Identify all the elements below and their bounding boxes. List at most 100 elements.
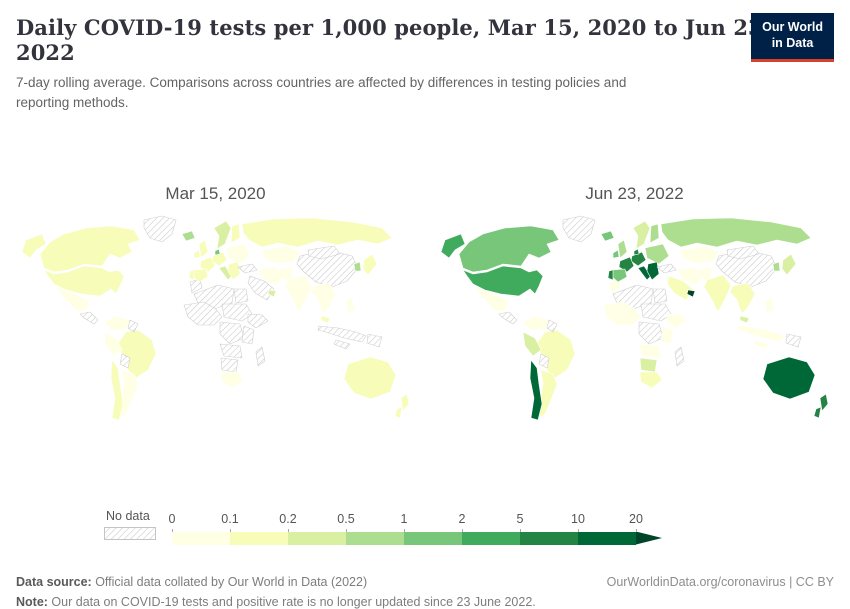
region-ethiopia-horn	[666, 313, 687, 328]
region-australia	[343, 356, 396, 399]
data-source-text: Official data collated by Our World in D…	[91, 574, 368, 589]
region-arabia	[247, 275, 274, 300]
region-china	[715, 249, 777, 287]
region-france	[199, 256, 215, 272]
map-date-label-left: Mar 15, 2020	[165, 183, 266, 203]
region-italy	[637, 265, 651, 280]
region-greenland	[562, 215, 595, 242]
owid-link[interactable]: OurWorldinData.org/coronavirus | CC BY	[606, 574, 834, 589]
legend-segment	[288, 531, 346, 545]
legend-tick	[462, 528, 463, 532]
region-namibia-botswana	[220, 357, 238, 372]
region-india	[703, 274, 731, 312]
map-canvas-right	[435, 212, 835, 447]
legend-tick	[578, 528, 579, 532]
map-legend: No data 0 0.1 0.2 0.5 1 2 5 10 20	[104, 509, 850, 545]
region-balkans-greece	[646, 261, 659, 280]
region-philippines	[345, 296, 355, 313]
region-mongolia	[726, 245, 759, 259]
legend-tick	[288, 528, 289, 532]
region-east-africa	[241, 325, 254, 344]
legend-tick-label: 2	[458, 511, 466, 526]
region-egypt	[233, 288, 248, 303]
region-malaysia	[739, 315, 749, 323]
legend-segment	[578, 531, 636, 545]
region-iberia	[610, 268, 627, 282]
region-mexico	[474, 285, 509, 312]
region-uae	[686, 289, 695, 297]
owid-logo: Our World in Data	[751, 13, 834, 62]
map-canvas-left	[16, 212, 416, 447]
region-egypt	[652, 288, 667, 303]
region-chad-sudan	[640, 303, 671, 321]
legend-tick-label: 20	[629, 511, 643, 526]
legend-tick	[172, 528, 173, 532]
region-papua	[366, 333, 382, 347]
region-new-zealand	[813, 393, 828, 418]
region-madagascar	[674, 346, 684, 366]
legend-bar	[172, 531, 662, 545]
region-central-america	[79, 311, 98, 324]
region-turkey	[656, 263, 676, 273]
region-alaska	[21, 233, 46, 258]
legend-segment	[462, 531, 520, 545]
region-drc	[219, 321, 244, 344]
region-iran	[257, 266, 284, 285]
region-argentina	[119, 369, 138, 418]
region-indonesia	[736, 325, 785, 349]
region-ethiopia-horn	[247, 313, 268, 328]
chart-subtitle: 7-day rolling average. Comparisons acros…	[16, 75, 627, 111]
region-colombia-venezuela	[522, 315, 549, 330]
data-source-label: Data source:	[16, 574, 92, 589]
region-australia	[762, 356, 815, 399]
region-angola-zambia	[219, 343, 242, 358]
region-west-africa	[602, 301, 641, 325]
region-japan	[362, 253, 377, 275]
region-korea	[353, 261, 361, 271]
legend-no-data-label: No data	[106, 508, 150, 523]
region-alaska	[440, 233, 465, 258]
region-portugal	[188, 269, 194, 280]
region-uae	[267, 289, 276, 297]
map-jun-23-2022: Jun 23, 2022	[425, 184, 844, 447]
region-new-zealand	[394, 393, 409, 418]
legend-segment	[172, 531, 230, 545]
region-japan	[781, 253, 796, 275]
data-source: Data source: Official data collated by O…	[16, 575, 367, 589]
region-canada	[39, 225, 140, 272]
region-usa	[462, 265, 543, 296]
region-colombia-venezuela	[103, 315, 130, 330]
region-iceland	[600, 230, 614, 241]
note-text: Our data on COVID-19 tests and positive …	[47, 594, 536, 609]
maps-row: Mar 15, 2020	[0, 184, 850, 447]
legend-tick	[230, 528, 231, 532]
region-se-asia	[729, 282, 755, 314]
legend-tick	[404, 528, 405, 532]
legend-tick-label: 1	[400, 511, 408, 526]
legend-segment	[520, 531, 578, 545]
chart-title: Daily COVID-19 tests per 1,000 people, M…	[16, 15, 771, 65]
chart-header: Daily COVID-19 tests per 1,000 people, M…	[0, 0, 850, 114]
legend-segment	[230, 531, 288, 545]
region-chile	[110, 359, 123, 420]
region-iran	[676, 266, 703, 285]
region-iberia	[191, 268, 208, 282]
owid-logo-line1: Our World	[762, 20, 823, 34]
region-eastern-europe	[644, 243, 669, 264]
map-mar-15-2020: Mar 15, 2020	[6, 184, 425, 447]
region-west-africa	[183, 301, 222, 325]
region-portugal	[607, 269, 613, 280]
legend-segment	[404, 531, 462, 545]
region-central-america	[498, 311, 517, 324]
region-kazakhstan	[680, 245, 719, 263]
region-russia	[660, 217, 811, 247]
legend-tick-label: 10	[571, 511, 585, 526]
region-turkey	[237, 263, 257, 273]
region-uk	[617, 239, 627, 258]
region-south-africa	[220, 371, 243, 388]
region-denmark	[214, 248, 220, 255]
region-canada	[458, 225, 559, 272]
legend-tick-labels: 0 0.1 0.2 0.5 1 2 5 10 20	[169, 511, 662, 532]
note-label: Note:	[16, 594, 48, 609]
legend-scale: 0 0.1 0.2 0.5 1 2 5 10 20	[169, 511, 662, 545]
